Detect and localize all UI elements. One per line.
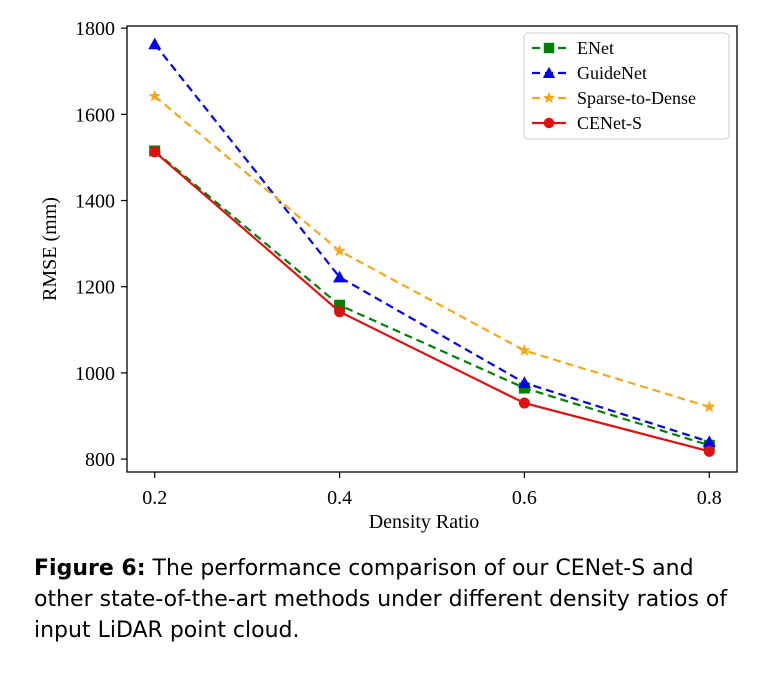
x-tick-label: 0.8 <box>697 487 722 509</box>
x-tick-label: 0.2 <box>142 487 167 509</box>
x-axis-label: Density Ratio <box>369 511 480 533</box>
legend-label-cenet-s: CENet-S <box>577 113 642 133</box>
legend-entry-enet: ENet <box>532 38 614 58</box>
data-point-sparse-to-dense <box>518 344 531 356</box>
legend-entry-cenet-s: CENet-S <box>532 113 642 133</box>
caption-label: Figure 6: <box>34 556 146 581</box>
y-tick-label: 1000 <box>75 363 115 385</box>
figure-caption: Figure 6: The performance comparison of … <box>34 553 754 646</box>
legend-marker-cenet-s <box>543 117 555 129</box>
y-tick-label: 1400 <box>75 191 115 213</box>
legend-marker-guidenet <box>542 66 556 78</box>
legend-marker-enet <box>543 42 555 54</box>
series-line-cenet-s <box>153 150 710 453</box>
data-point-enet <box>334 299 346 311</box>
series-cenet-s <box>149 146 715 457</box>
caption-text: The performance comparison of our CENet-… <box>34 556 728 643</box>
data-point-guidenet <box>517 376 531 388</box>
series-guidenet <box>148 37 716 448</box>
legend: ENet GuideNet Sparse-to-Dense CENet-S <box>523 32 730 140</box>
series-line-guidenet <box>153 43 710 443</box>
data-point-guidenet <box>702 435 716 448</box>
data-point-cenet-s <box>703 445 715 457</box>
data-point-sparse-to-dense <box>148 89 161 102</box>
legend-box <box>523 32 730 140</box>
y-axis-label: RMSE (mm) <box>39 197 61 301</box>
series-line-enet <box>153 150 710 447</box>
x-tick-label: 0.4 <box>327 487 352 509</box>
data-point-guidenet <box>148 37 162 50</box>
legend-label-guidenet: GuideNet <box>577 63 647 83</box>
legend-label-sparse-to-dense: Sparse-to-Dense <box>577 88 696 108</box>
data-point-sparse-to-dense <box>703 400 716 413</box>
legend-marker-sparse-to-dense <box>543 91 555 103</box>
x-tick-label: 0.6 <box>512 487 537 509</box>
plot-lines <box>148 37 716 457</box>
data-point-guidenet <box>333 270 347 283</box>
series-sparse-to-dense <box>148 89 716 413</box>
y-tick-label: 800 <box>85 449 115 471</box>
data-point-cenet-s <box>334 306 346 318</box>
data-point-sparse-to-dense <box>333 244 346 257</box>
data-point-cenet-s <box>149 146 161 158</box>
y-axis: 800 1000 1200 1400 1600 1800 <box>75 18 127 471</box>
y-tick-label: 1600 <box>75 104 115 126</box>
line-chart: 800 1000 1200 1400 1600 1800 0.2 0.4 0.6 0.8 Den… <box>39 18 738 533</box>
y-tick-label: 1800 <box>75 18 115 40</box>
series-enet <box>149 145 715 451</box>
legend-entry-sparse-to-dense: Sparse-to-Dense <box>532 88 696 108</box>
data-point-cenet-s <box>518 397 530 409</box>
plot-frame <box>126 25 738 473</box>
y-tick-label: 1200 <box>75 277 115 299</box>
legend-label-enet: ENet <box>577 38 614 58</box>
legend-entry-guidenet: GuideNet <box>532 63 647 83</box>
series-line-sparse-to-dense <box>153 95 710 408</box>
x-axis: 0.2 0.4 0.6 0.8 <box>142 472 722 509</box>
